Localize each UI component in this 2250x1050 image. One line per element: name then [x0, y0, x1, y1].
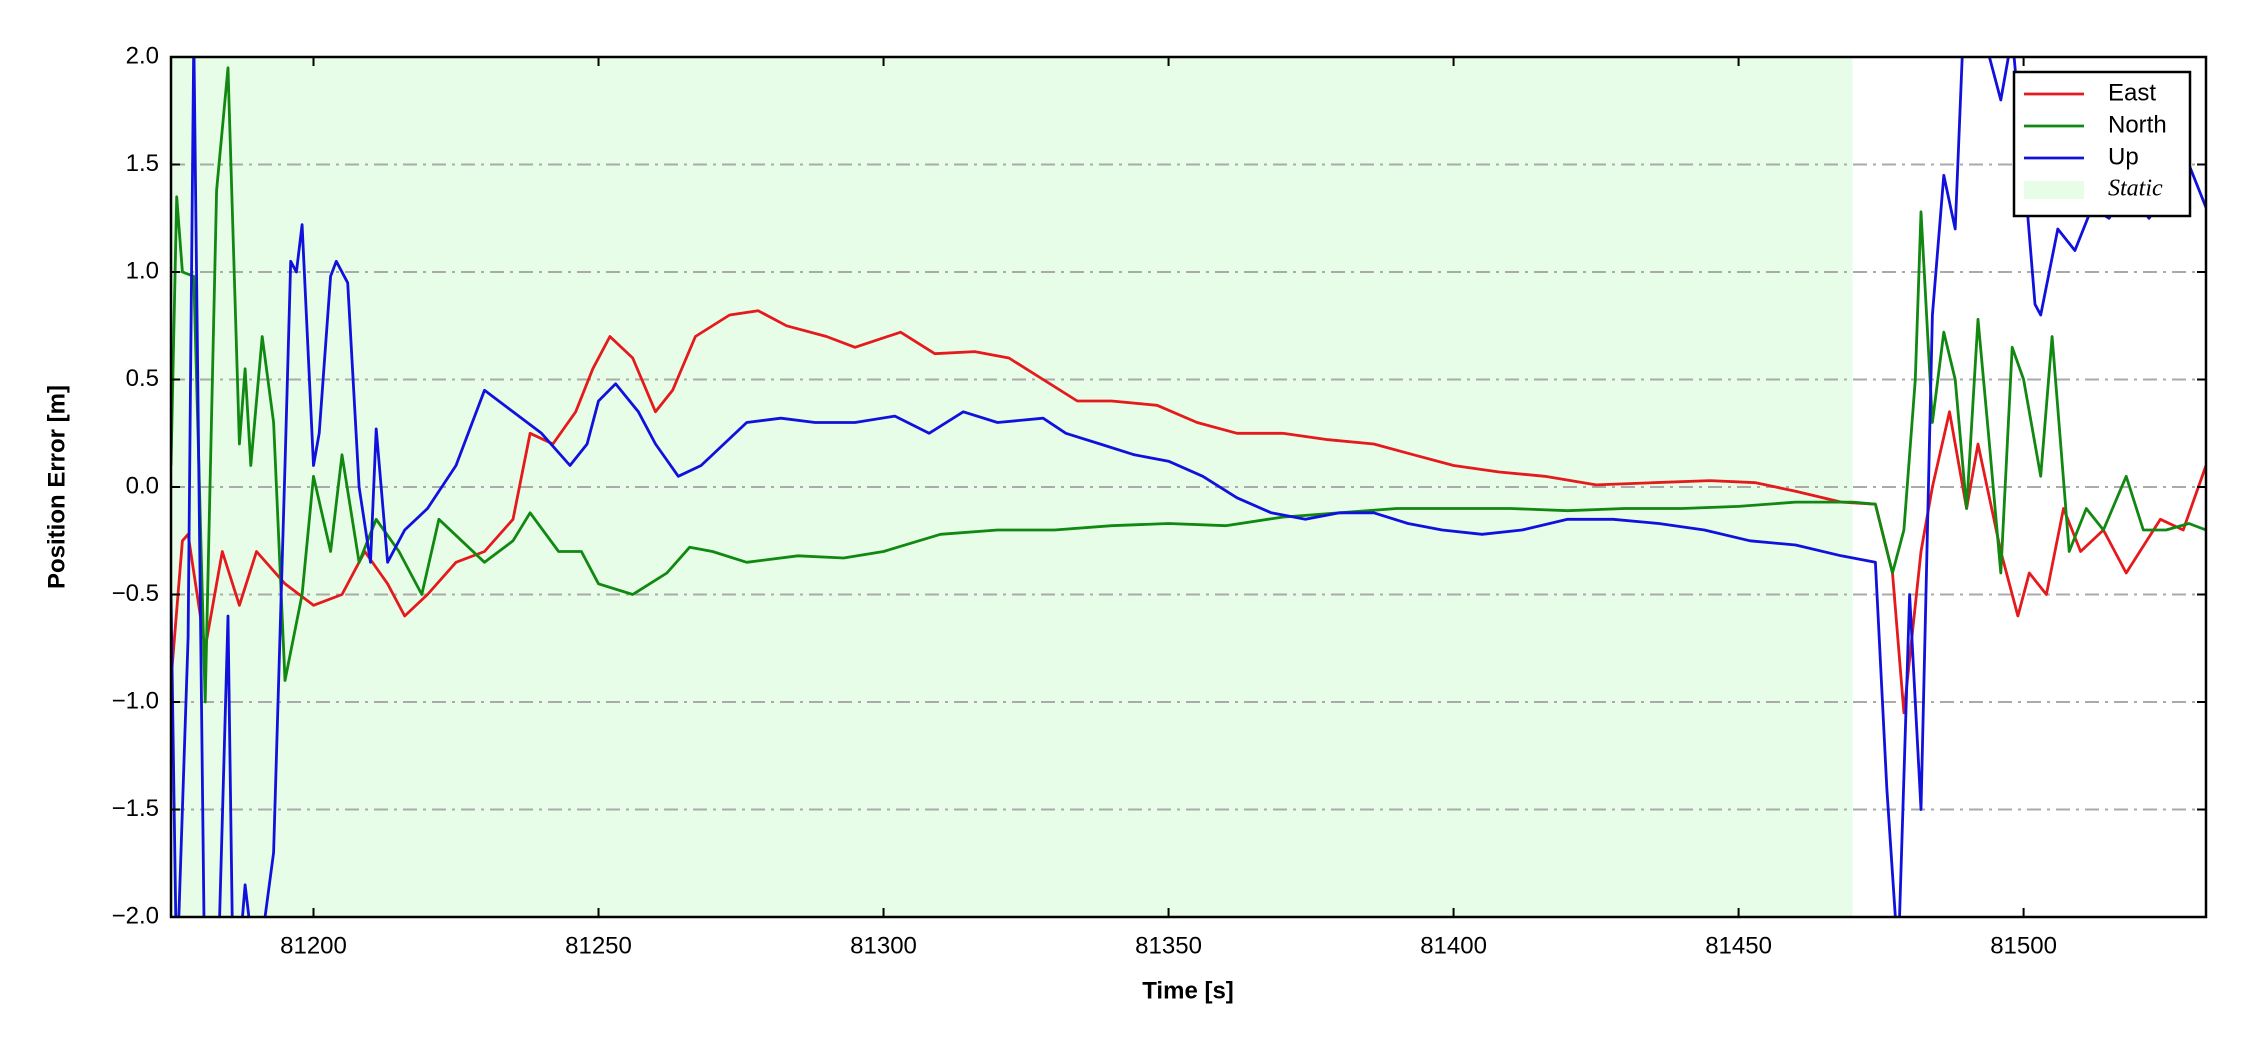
legend-label: Static [2108, 176, 2163, 202]
x-tick-label: 81350 [1135, 932, 1202, 959]
legend-label: East [2108, 79, 2156, 106]
y-tick-label: 0.0 [126, 472, 159, 499]
series-line [171, 66, 2206, 704]
y-tick-label: 2.0 [126, 42, 159, 69]
legend-label: Up [2108, 143, 2139, 170]
y-tick-label: 0.5 [126, 365, 159, 392]
legend-swatch [2024, 181, 2084, 199]
y-tick-label: −2.0 [112, 902, 159, 929]
x-tick-label: 81300 [850, 932, 917, 959]
x-tick-label: 81250 [565, 932, 632, 959]
x-tick-label: 81400 [1420, 932, 1487, 959]
y-tick-label: −1.0 [112, 687, 159, 714]
x-tick-label: 81200 [280, 932, 347, 959]
x-tick-label: 81500 [1990, 932, 2057, 959]
x-axis-label: Time [s] [1142, 977, 1234, 1004]
x-tick-label: 81450 [1705, 932, 1772, 959]
y-axis-label: Position Error [m] [43, 385, 70, 589]
y-tick-label: −0.5 [112, 580, 159, 607]
legend-label: North [2108, 111, 2167, 138]
y-tick-label: 1.0 [126, 257, 159, 284]
y-tick-label: −1.5 [112, 795, 159, 822]
series-line [171, 57, 2206, 917]
y-tick-label: 1.5 [126, 150, 159, 177]
